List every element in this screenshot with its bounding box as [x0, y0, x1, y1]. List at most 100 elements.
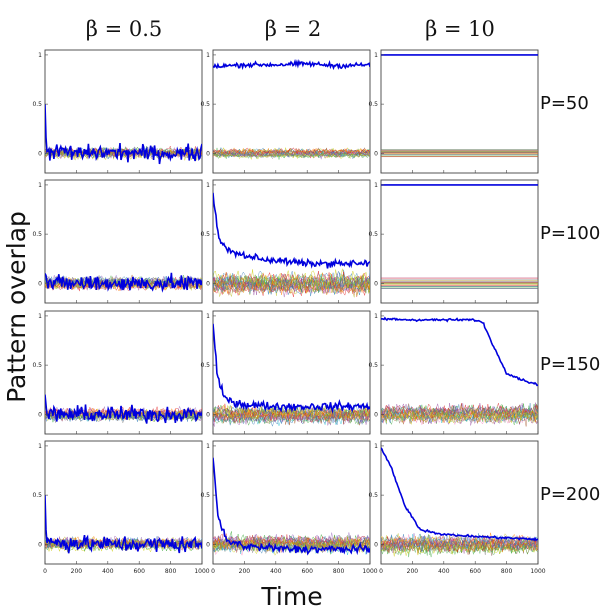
y-tick-label: 0 [206, 411, 210, 418]
highlight-trace [45, 394, 202, 424]
y-tick-label: 0.5 [32, 231, 42, 238]
x-tick-label: 400 [438, 568, 450, 575]
background-trace [213, 408, 370, 423]
panel-traces [213, 58, 370, 161]
y-tick-label: 0 [38, 280, 42, 287]
highlight-trace [213, 58, 370, 71]
panel-traces [213, 457, 370, 556]
y-tick-label: 0.5 [368, 362, 378, 369]
panel-traces [381, 184, 538, 289]
y-tick-label: 1 [206, 182, 210, 189]
panel-traces [45, 394, 202, 424]
x-tick-label: 400 [270, 568, 282, 575]
background-trace [381, 408, 538, 424]
x-tick-label: 600 [469, 568, 481, 575]
y-axis-title: Pattern overlap [2, 211, 31, 403]
panel-traces [381, 447, 538, 558]
y-tick-label: 0 [374, 150, 378, 157]
column-title-beta-10: β = 10 [425, 17, 495, 41]
y-tick-label: 0 [374, 280, 378, 287]
x-tick-label: 1000 [194, 568, 209, 575]
panel-grid: 0 0.5 1 0 0.5 1 0 0.5 1 0 0.5 1 0 0.5 1 0 0.5 1 0 0.5 1 0 0.5 1… [32, 49, 546, 575]
background-trace [213, 147, 370, 156]
panel-traces [45, 272, 202, 293]
row-label-p150: P=150 [540, 354, 600, 375]
background-trace [213, 538, 370, 555]
background-trace [381, 535, 538, 552]
y-tick-label: 1 [38, 182, 42, 189]
highlight-trace [45, 104, 202, 165]
y-tick-label: 1 [374, 443, 378, 450]
y-tick-label: 1 [38, 443, 42, 450]
y-tick-label: 0 [206, 541, 210, 548]
y-tick-label: 1 [374, 52, 378, 59]
background-trace [213, 270, 370, 290]
y-tick-label: 0.5 [32, 492, 42, 499]
y-tick-label: 1 [38, 313, 42, 320]
highlight-trace [381, 447, 538, 542]
y-tick-label: 0.5 [200, 101, 210, 108]
y-tick-label: 1 [374, 182, 378, 189]
x-tick-label: 200 [71, 568, 83, 575]
row-label-p50: P=50 [540, 93, 589, 114]
highlight-trace [213, 192, 370, 269]
x-tick-label: 800 [333, 568, 345, 575]
panel-traces [381, 54, 538, 158]
background-trace [213, 152, 370, 161]
background-trace [213, 151, 370, 161]
background-trace [213, 405, 370, 420]
background-trace [381, 540, 538, 557]
background-trace [213, 408, 370, 423]
y-tick-label: 0 [374, 541, 378, 548]
background-trace [381, 540, 538, 556]
x-tick-label: 0 [211, 568, 215, 575]
y-tick-label: 0 [38, 541, 42, 548]
y-tick-label: 0.5 [368, 231, 378, 238]
y-tick-label: 0.5 [368, 492, 378, 499]
highlight-trace [213, 457, 370, 556]
background-trace [213, 279, 370, 296]
x-tick-label: 600 [301, 568, 313, 575]
row-label-p200: P=200 [540, 484, 600, 505]
y-tick-label: 1 [206, 313, 210, 320]
y-tick-label: 0.5 [368, 101, 378, 108]
background-trace [213, 538, 370, 553]
y-tick-label: 1 [206, 443, 210, 450]
column-title-beta-2: β = 2 [265, 17, 321, 41]
panel-traces [213, 323, 370, 428]
x-axis-title: Time [260, 582, 322, 610]
x-tick-label: 0 [43, 568, 47, 575]
y-tick-label: 0 [206, 280, 210, 287]
y-tick-label: 0.5 [32, 101, 42, 108]
highlight-trace [213, 323, 370, 414]
background-trace [45, 542, 202, 552]
x-tick-label: 200 [239, 568, 251, 575]
x-tick-label: 1000 [530, 568, 545, 575]
x-tick-label: 400 [102, 568, 114, 575]
y-tick-label: 1 [374, 313, 378, 320]
y-tick-label: 0.5 [200, 492, 210, 499]
y-tick-label: 0.5 [32, 362, 42, 369]
panel-traces [45, 495, 202, 554]
x-tick-label: 800 [165, 568, 177, 575]
row-label-p100: P=100 [540, 223, 600, 244]
column-title-beta-0.5: β = 0.5 [86, 17, 162, 41]
background-trace [213, 276, 370, 293]
y-tick-label: 0 [374, 411, 378, 418]
y-tick-label: 0 [38, 411, 42, 418]
highlight-trace [381, 316, 538, 387]
x-tick-label: 600 [133, 568, 145, 575]
background-trace [213, 537, 370, 552]
y-tick-label: 0 [38, 150, 42, 157]
y-tick-label: 1 [38, 52, 42, 59]
y-tick-label: 1 [206, 52, 210, 59]
panel-traces [45, 104, 202, 165]
x-tick-label: 0 [379, 568, 383, 575]
background-trace [213, 280, 370, 297]
y-tick-label: 0.5 [200, 362, 210, 369]
background-trace [213, 272, 370, 292]
background-trace [213, 273, 370, 292]
panel-traces [381, 316, 538, 427]
panel-traces [213, 192, 370, 298]
